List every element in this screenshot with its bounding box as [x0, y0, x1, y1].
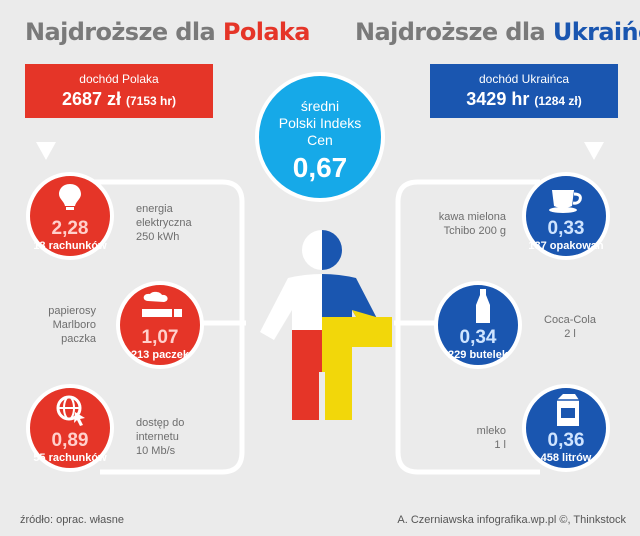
left-income-value: 2687 zł (7153 hr): [61, 89, 177, 109]
cigarette-icon: [142, 291, 182, 317]
left-item-cigarettes-count: 213 paczek: [130, 349, 190, 361]
index-line2: Polski Indeks: [278, 115, 362, 131]
right-item-cola-value: 0,34: [459, 327, 497, 348]
left-item-internet-desc: dostęp do internetu 10 Mb/s: [136, 417, 185, 457]
right-item-coffee-desc: kawa mielona Tchibo 200 g: [438, 211, 506, 237]
right-title: Najdroższe dla Ukraińca: [355, 18, 640, 46]
left-item-electricity-desc: energia elektryczna 250 kWh: [136, 203, 192, 243]
left-item-electricity-count: 18 rachunków: [33, 240, 107, 252]
footer-credit: A. Czerniawska infografika.wp.pl ©, Thin…: [397, 514, 626, 526]
right-item-coffee-count: 137 opakowań: [528, 240, 604, 252]
right-item-coffee-circle: 0,33 137 opakowań: [522, 172, 610, 260]
left-item-internet-count: 55 rachunków: [33, 452, 107, 464]
right-item-milk-desc: mleko 1 l: [476, 425, 506, 451]
right-title-prefix: Najdroższe dla: [355, 18, 553, 46]
person-figure: [260, 230, 392, 420]
right-item-milk-count: 458 litrów: [540, 452, 592, 464]
right-item-cola-circle: 0,34 229 butelek: [434, 281, 522, 369]
footer-source: źródło: oprac. własne: [20, 514, 124, 526]
left-income-label: dochód Polaka: [79, 72, 159, 86]
right-income-label: dochód Ukraińca: [478, 72, 570, 86]
coffee-cup-icon: [549, 190, 582, 213]
lightbulb-icon: [59, 184, 81, 210]
right-item-coffee-value: 0,33: [547, 218, 585, 239]
right-income-banner: dochód Ukraińca 3429 hr (1284 zł): [430, 64, 618, 118]
left-title: Najdroższe dla Polaka: [25, 18, 310, 46]
index-line3: Cen: [307, 132, 333, 148]
globe-cursor-icon: [56, 395, 85, 426]
index-value: 0,67: [292, 152, 348, 183]
price-index-circle: średni Polski Indeks Cen 0,67: [255, 72, 385, 202]
bottle-icon: [476, 289, 490, 323]
right-item-milk-value: 0,36: [547, 430, 585, 451]
left-item-electricity-circle: 2,28 18 rachunków: [26, 172, 114, 260]
left-item-electricity-value: 2,28: [51, 218, 89, 239]
left-title-accent: Polaka: [222, 18, 311, 46]
index-line1: średni: [300, 98, 340, 114]
right-item-cola-desc: Coca-Cola 2 l: [544, 314, 596, 340]
left-income-banner: dochód Polaka 2687 zł (7153 hr): [25, 64, 213, 118]
right-title-accent: Ukraińca: [552, 18, 640, 46]
left-item-cigarettes-desc: papierosy Marlboro paczka: [48, 305, 96, 345]
right-item-milk-circle: 0,36 458 litrów: [522, 384, 610, 472]
milk-carton-icon: [557, 394, 579, 426]
right-item-cola-count: 229 butelek: [448, 349, 508, 361]
left-item-cigarettes-value: 1,07: [141, 327, 179, 348]
footer: źródło: oprac. własne A. Czerniawska inf…: [0, 504, 640, 536]
left-item-cigarettes-circle: 1,07 213 paczek: [116, 281, 204, 369]
left-title-prefix: Najdroższe dla: [25, 18, 223, 46]
left-item-internet-value: 0,89: [51, 430, 89, 451]
right-income-value: 3429 hr (1284 zł): [466, 89, 582, 109]
left-item-internet-circle: 0,89 55 rachunków: [26, 384, 114, 472]
